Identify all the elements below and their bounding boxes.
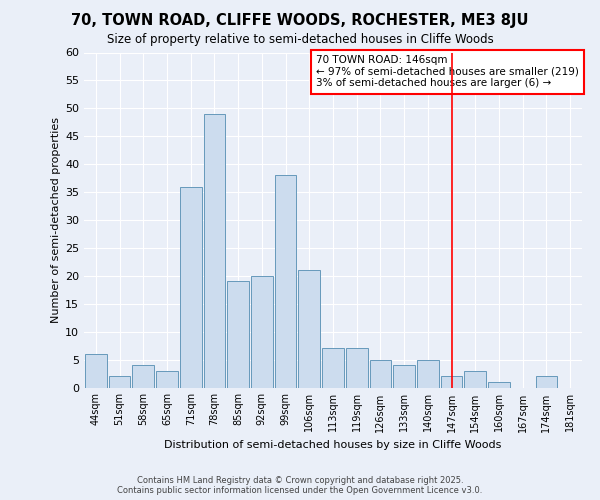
Bar	[227, 282, 249, 388]
Y-axis label: Number of semi-detached properties: Number of semi-detached properties	[51, 117, 61, 323]
Bar	[109, 376, 130, 388]
Text: Size of property relative to semi-detached houses in Cliffe Woods: Size of property relative to semi-detach…	[107, 32, 493, 46]
Bar	[298, 270, 320, 388]
Text: 70, TOWN ROAD, CLIFFE WOODS, ROCHESTER, ME3 8JU: 70, TOWN ROAD, CLIFFE WOODS, ROCHESTER, …	[71, 12, 529, 28]
Bar	[370, 360, 391, 388]
Bar	[346, 348, 368, 388]
Bar	[133, 365, 154, 388]
Bar	[203, 114, 226, 388]
Bar	[322, 348, 344, 388]
Bar	[464, 371, 486, 388]
Bar	[393, 365, 415, 388]
Text: 70 TOWN ROAD: 146sqm
← 97% of semi-detached houses are smaller (219)
3% of semi-: 70 TOWN ROAD: 146sqm ← 97% of semi-detac…	[316, 56, 579, 88]
X-axis label: Distribution of semi-detached houses by size in Cliffe Woods: Distribution of semi-detached houses by …	[164, 440, 502, 450]
Text: Contains HM Land Registry data © Crown copyright and database right 2025.
Contai: Contains HM Land Registry data © Crown c…	[118, 476, 482, 495]
Bar	[536, 376, 557, 388]
Bar	[488, 382, 510, 388]
Bar	[440, 376, 463, 388]
Bar	[251, 276, 273, 388]
Bar	[85, 354, 107, 388]
Bar	[275, 176, 296, 388]
Bar	[180, 186, 202, 388]
Bar	[417, 360, 439, 388]
Bar	[156, 371, 178, 388]
